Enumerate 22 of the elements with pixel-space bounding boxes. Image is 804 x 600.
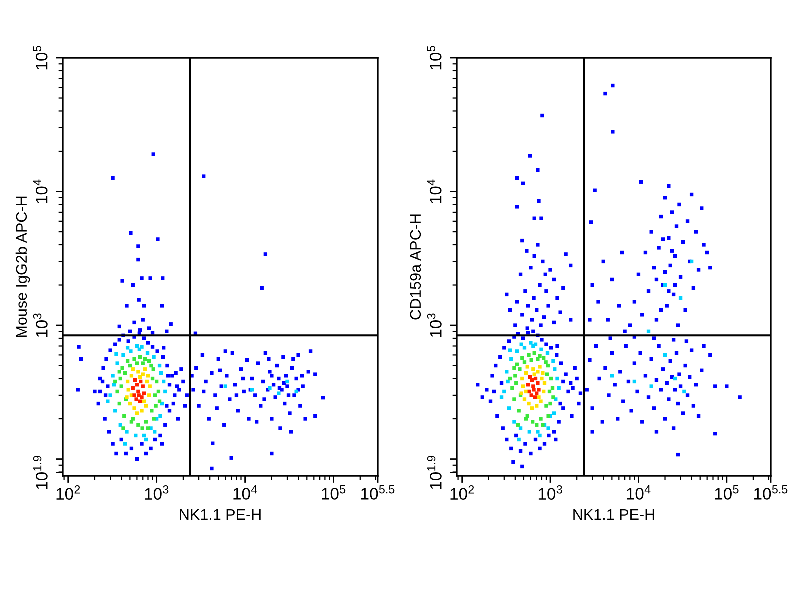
x-tick-label: 10$^{3}$ [145,486,169,500]
x-tick-label: 10$^{5.5}$ [362,486,395,500]
x-tick-label: 10$^{5}$ [322,486,346,500]
x-tick-label: 10$^{4}$ [627,486,651,500]
y-tick-label: 10$^{3}$ [427,314,442,338]
x-axis-title: NK1.1 PE-H [180,509,261,520]
y-tick-label: 10$^{3}$ [33,314,48,338]
x-tick-label: 10$^{4}$ [234,486,258,500]
y-axis-title: CD159a APC-H [410,214,422,320]
y-tick-label: 10$^{4}$ [33,180,48,204]
y-tick-label: 10$^{1.9}$ [33,456,48,490]
x-tick-label: 10$^{5.5}$ [754,486,788,500]
y-axis-title: Mouse IgG2b APC-H [16,196,30,338]
x-tick-label: 10$^{2}$ [450,486,474,500]
y-tick-label: 10$^{4}$ [427,180,442,204]
x-axis-title: NK1.1 PE-H [574,509,654,520]
x-tick-label: 10$^{3}$ [538,486,562,500]
x-tick-label: 10$^{2}$ [56,486,80,500]
y-tick-label: 10$^{5}$ [33,46,48,70]
y-tick-label: 10$^{5}$ [427,46,442,70]
y-tick-label: 10$^{1.9}$ [427,456,442,490]
x-tick-label: 10$^{5}$ [715,486,739,500]
